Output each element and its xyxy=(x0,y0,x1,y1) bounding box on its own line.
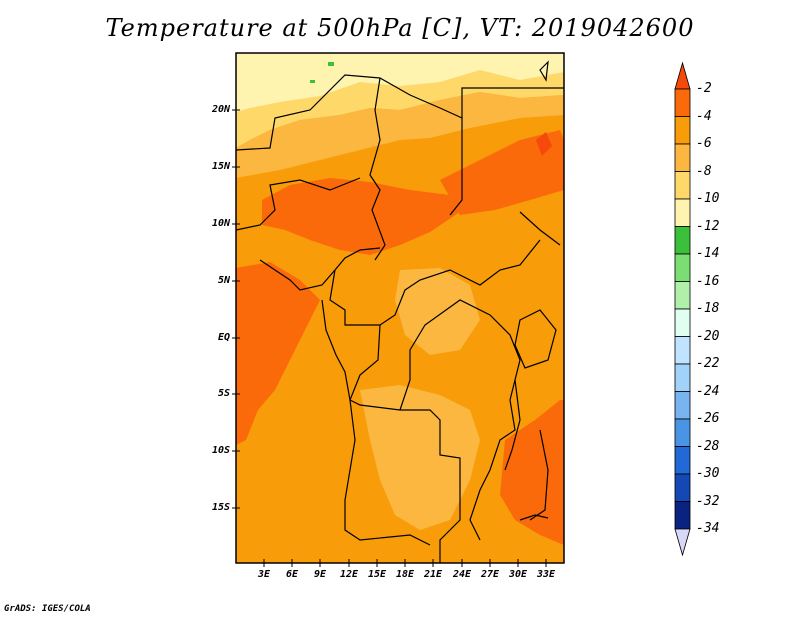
lon-label-24e: 24E xyxy=(452,569,472,580)
border-northeast xyxy=(461,87,564,118)
lake-victoria xyxy=(514,309,557,369)
field-cool-south xyxy=(360,385,480,530)
colorbar-label: -24 xyxy=(696,384,720,399)
colorbar-label: -10 xyxy=(696,191,720,206)
colorbar-bottom-arrow xyxy=(674,528,691,557)
field-warm-west xyxy=(236,262,320,445)
colorbar-label: -26 xyxy=(696,411,720,426)
field-warm-sahel xyxy=(262,178,470,255)
colorbar-label: -30 xyxy=(696,466,720,481)
border-ethiopia xyxy=(519,211,561,246)
temperature-field xyxy=(236,53,564,563)
colorbar-label: -14 xyxy=(696,246,720,261)
colorbar xyxy=(674,61,691,557)
colorbar-label: -16 xyxy=(696,274,720,289)
colorbar-segment xyxy=(674,171,691,200)
lon-label-3e: 3E xyxy=(257,569,271,580)
lake-tanganyika xyxy=(504,379,521,471)
colorbar-segment xyxy=(674,446,691,475)
lat-label-eq: EQ xyxy=(217,332,230,343)
colorbar-label: -28 xyxy=(696,439,720,454)
border-coast-gulf xyxy=(259,247,381,291)
colorbar-segment xyxy=(674,226,691,255)
lon-label-12e: 12E xyxy=(339,569,359,580)
grads-credit: GrADS: IGES/COLA xyxy=(4,604,91,614)
colorbar-label: -18 xyxy=(696,301,720,316)
colorbar-segment xyxy=(674,281,691,310)
colorbar-segment xyxy=(674,501,691,530)
lat-label-10n: 10N xyxy=(211,218,230,229)
colorbar-segment xyxy=(674,308,691,337)
colorbar-segment xyxy=(674,391,691,420)
colorbar-segment xyxy=(674,473,691,502)
lat-ticks xyxy=(232,109,240,509)
lat-label-5s: 5S xyxy=(217,388,230,399)
lon-label-27e: 27E xyxy=(480,569,500,580)
field-band-8-6-north xyxy=(236,92,564,178)
field-green-speck xyxy=(310,80,315,83)
field-band-12-10 xyxy=(236,53,564,112)
colorbar-segment xyxy=(674,198,691,227)
field-hot-spot xyxy=(536,132,552,156)
border-drc-east xyxy=(399,299,521,541)
border-angola xyxy=(344,399,431,546)
colorbar-label: -32 xyxy=(696,494,720,509)
colorbar-label: -12 xyxy=(696,219,720,234)
border-chad-west xyxy=(369,77,386,261)
lon-label-30e: 30E xyxy=(508,569,528,580)
field-green-speck xyxy=(328,62,334,66)
lon-label-9e: 9E xyxy=(313,569,327,580)
lat-label-15s: 15S xyxy=(211,502,230,513)
lon-label-33e: 33E xyxy=(536,569,556,580)
border-mozambique xyxy=(519,514,549,521)
border-drc-angola xyxy=(349,324,461,563)
coastline-redsea xyxy=(539,60,549,82)
lon-ticks xyxy=(263,559,547,567)
field-cool-center xyxy=(395,268,480,355)
colorbar-segment xyxy=(674,88,691,117)
map-frame xyxy=(235,52,565,564)
colorbar-segment xyxy=(674,253,691,282)
colorbar-label: -8 xyxy=(696,164,712,179)
colorbar-top-arrow xyxy=(674,61,691,90)
borders xyxy=(236,60,564,563)
colorbar-segment xyxy=(674,336,691,365)
lon-label-18e: 18E xyxy=(395,569,415,580)
lat-label-10s: 10S xyxy=(211,445,230,456)
colorbar-label: -22 xyxy=(696,356,720,371)
colorbar-segment xyxy=(674,143,691,172)
border-westafrica xyxy=(236,177,361,231)
colorbar-label: -34 xyxy=(696,521,720,536)
lat-label-15n: 15N xyxy=(211,161,230,172)
colorbar-segment xyxy=(674,116,691,145)
colorbar-label: -2 xyxy=(696,81,712,96)
border-gabon-coast xyxy=(321,299,351,401)
border-central xyxy=(329,239,541,326)
lon-label-6e: 6E xyxy=(285,569,299,580)
field-warm-east xyxy=(440,130,564,215)
colorbar-label: -6 xyxy=(696,136,712,151)
colorbar-segment xyxy=(674,363,691,392)
lat-label-5n: 5N xyxy=(217,275,230,286)
colorbar-label: -20 xyxy=(696,329,720,344)
lat-label-20n: 20N xyxy=(211,104,230,115)
map-title: Temperature at 500hPa [C], VT: 201904260… xyxy=(105,14,695,42)
colorbar-segment xyxy=(674,418,691,447)
colorbar-label: -4 xyxy=(696,109,712,124)
lon-label-15e: 15E xyxy=(367,569,387,580)
lon-label-21e: 21E xyxy=(423,569,443,580)
